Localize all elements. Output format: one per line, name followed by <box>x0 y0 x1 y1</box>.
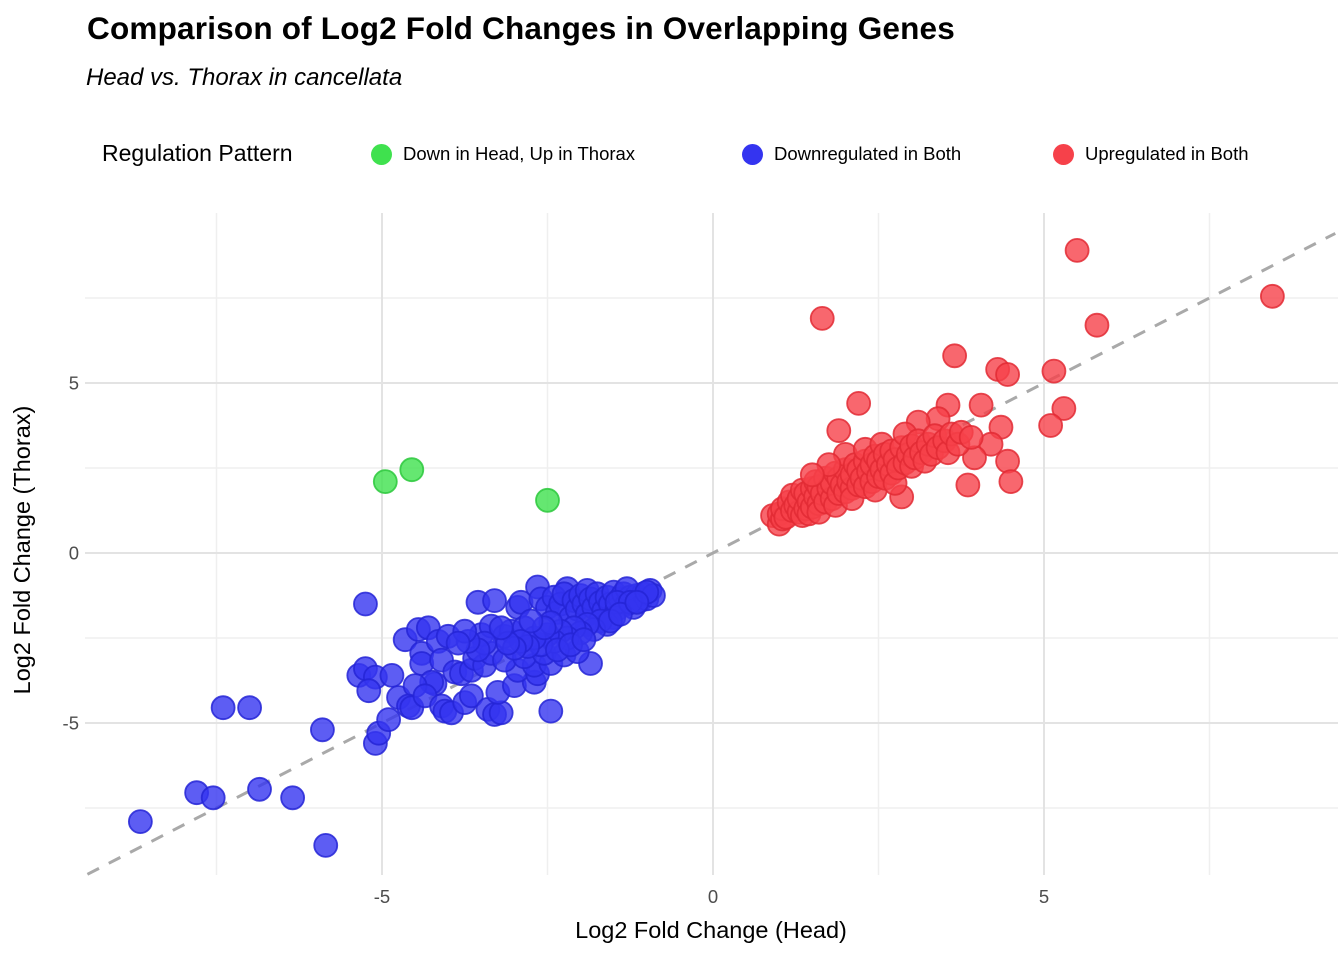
legend-item-upregulated-in-both: Upregulated in Both <box>1053 139 1249 169</box>
data-point-upregulated-in-both <box>968 392 994 418</box>
x-tick-label: -5 <box>374 886 390 907</box>
y-tick-label: 5 <box>69 373 79 394</box>
data-point-upregulated-in-both <box>1051 396 1077 421</box>
data-point-downregulated-in-both <box>237 695 263 721</box>
data-point-downregulated-in-both <box>247 776 272 802</box>
data-point-upregulated-in-both <box>995 362 1020 387</box>
legend-item-downregulated-in-both: Downregulated in Both <box>742 139 961 169</box>
data-point-upregulated-in-both <box>1064 237 1090 263</box>
identity-reference-line <box>86 232 1336 876</box>
data-point-downregulated-in-both <box>210 695 236 721</box>
y-tick-label: 0 <box>69 543 79 564</box>
legend-item-down-head-up-thorax: Down in Head, Up in Thorax <box>371 139 635 169</box>
data-point-downregulated-in-both <box>488 700 514 726</box>
data-point-upregulated-in-both <box>1084 312 1110 338</box>
y-tick-label: -5 <box>63 713 79 734</box>
data-point-upregulated-in-both <box>1041 358 1067 384</box>
data-point-downregulated-in-both <box>379 663 405 688</box>
data-point-downregulated-in-both <box>200 785 226 811</box>
data-point-upregulated-in-both <box>958 424 984 450</box>
y-axis-title: Log2 Fold Change (Thorax) <box>9 406 35 695</box>
data-point-downregulated-in-both <box>127 809 153 834</box>
data-point-upregulated-in-both <box>955 472 981 498</box>
data-point-down-head-up-thorax <box>535 487 560 513</box>
data-point-downregulated-in-both <box>445 630 471 656</box>
legend-item-label: Downregulated in Both <box>774 143 962 164</box>
data-point-downregulated-in-both <box>353 591 378 617</box>
data-point-down-head-up-thorax <box>372 469 398 495</box>
data-point-upregulated-in-both <box>998 469 1024 495</box>
data-point-downregulated-in-both <box>310 717 335 743</box>
data-point-upregulated-in-both <box>995 448 1020 474</box>
data-point-downregulated-in-both <box>280 785 306 811</box>
data-point-downregulated-in-both <box>571 627 597 653</box>
data-point-downregulated-in-both <box>482 588 507 613</box>
green-point-icon <box>371 143 392 165</box>
data-point-downregulated-in-both <box>624 589 650 615</box>
data-point-upregulated-in-both <box>799 462 825 488</box>
data-point-downregulated-in-both <box>538 698 564 724</box>
legend-item-label: Upregulated in Both <box>1085 143 1249 164</box>
data-point-downregulated-in-both <box>376 707 402 732</box>
data-point-upregulated-in-both <box>1259 283 1285 309</box>
blue-point-icon <box>742 143 763 165</box>
data-point-upregulated-in-both <box>942 343 968 369</box>
data-point-downregulated-in-both <box>518 608 544 634</box>
plot-panel: -5 0 5 -5 0 5 <box>63 213 1338 907</box>
data-point-downregulated-in-both <box>458 683 484 709</box>
data-point-downregulated-in-both <box>356 678 382 704</box>
x-tick-label: 0 <box>708 886 718 907</box>
data-point-downregulated-in-both <box>607 601 633 627</box>
data-point-down-head-up-thorax <box>399 457 425 483</box>
x-axis-title: Log2 Fold Change (Head) <box>575 917 847 943</box>
data-point-downregulated-in-both <box>488 615 514 641</box>
legend-title: Regulation Pattern <box>102 140 293 166</box>
data-point-upregulated-in-both <box>826 418 852 444</box>
data-point-upregulated-in-both <box>809 305 835 331</box>
legend-item-label: Down in Head, Up in Thorax <box>403 143 636 164</box>
red-point-icon <box>1053 143 1074 165</box>
chart-subtitle: Head vs. Thorax in cancellata <box>86 64 403 91</box>
data-point-upregulated-in-both <box>1038 413 1064 438</box>
data-point-upregulated-in-both <box>846 390 872 416</box>
data-point-downregulated-in-both <box>313 833 339 858</box>
chart-title: Comparison of Log2 Fold Changes in Overl… <box>87 10 955 46</box>
legend: Regulation Pattern Down in Head, Up in T… <box>0 139 1344 169</box>
x-tick-label: 5 <box>1039 886 1049 907</box>
